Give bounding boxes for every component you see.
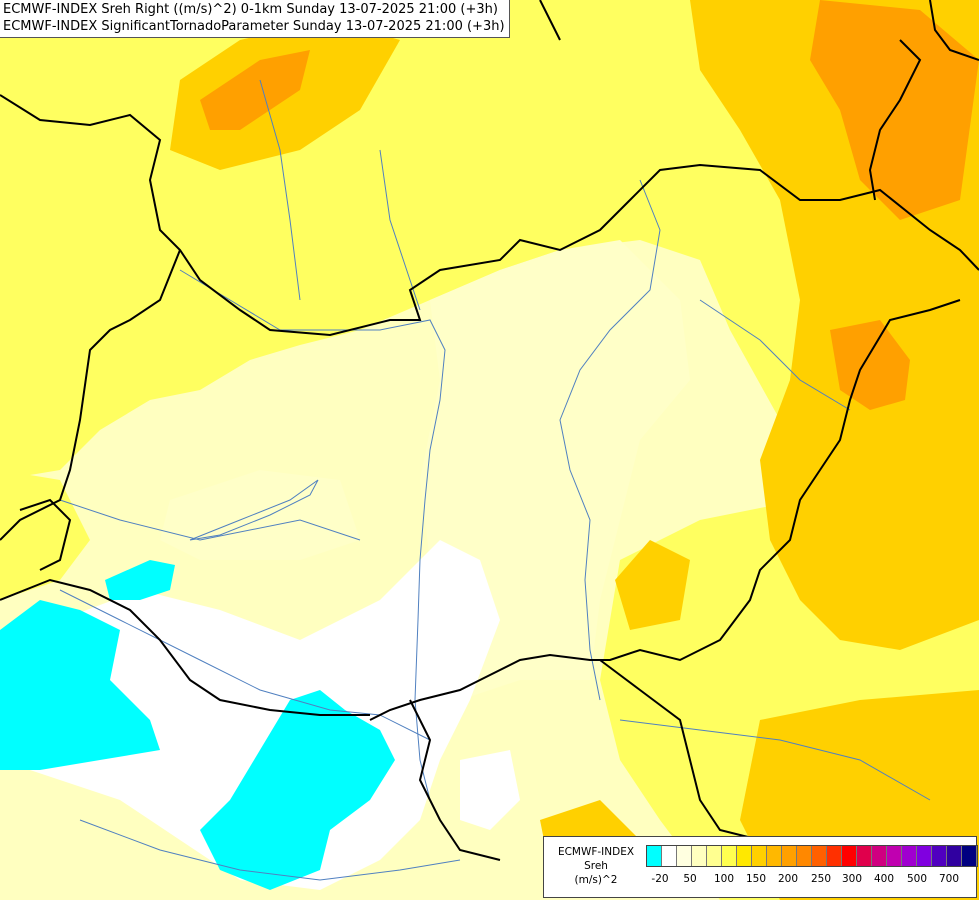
legend-tick-label: 100: [713, 873, 735, 885]
border-top: [539, 0, 979, 61]
river-lake-balaton: [189, 479, 319, 541]
map-title-box: ECMWF-INDEX Sreh Right ((m/s)^2) 0-1km S…: [0, 0, 510, 38]
border-north-east: [868, 39, 922, 201]
legend-tick-label: -20: [651, 873, 669, 885]
legend-swatch: [707, 846, 722, 866]
shading-orange-east: [830, 320, 910, 410]
legend-tick-label: 250: [810, 873, 832, 885]
legend-tick-label: 400: [873, 873, 895, 885]
legend-tick-label: 150: [745, 873, 767, 885]
legend-swatch: [692, 846, 707, 866]
legend-swatch: [932, 846, 947, 866]
legend-swatch: [647, 846, 662, 866]
shading-cyan-west: [0, 600, 160, 770]
legend-swatch: [812, 846, 827, 866]
legend-swatch: [902, 846, 917, 866]
legend-label: ECMWF-INDEX Sreh (m/s)^2: [548, 845, 644, 887]
river-tisza: [559, 179, 661, 701]
river-sava: [79, 819, 461, 881]
legend-swatch: [662, 846, 677, 866]
legend-swatch: [767, 846, 782, 866]
legend-swatch: [677, 846, 692, 866]
legend-swatch: [737, 846, 752, 866]
river-west-1: [59, 499, 361, 541]
legend-swatch: [857, 846, 872, 866]
legend-tick-label: 700: [938, 873, 960, 885]
shading-cyan-strip: [105, 560, 175, 600]
border-south-2: [409, 699, 501, 861]
legend-swatch: [797, 846, 812, 866]
legend-swatch: [842, 846, 857, 866]
legend-variable: Sreh: [584, 860, 608, 872]
legend-source: ECMWF-INDEX: [557, 846, 635, 858]
legend-swatch: [962, 846, 977, 866]
legend-swatches: [646, 845, 978, 867]
shading-cyan-south: [200, 690, 395, 890]
river-north-2: [379, 149, 421, 311]
legend-ticks: -20 50 100 150 200 250 300 400 500 700: [646, 873, 976, 889]
border-slovenia: [19, 498, 72, 571]
legend-swatch: [722, 846, 737, 866]
border-west: [0, 249, 181, 541]
border-south: [599, 659, 761, 841]
legend-swatch: [872, 846, 887, 866]
legend-swatch: [887, 846, 902, 866]
legend-swatch: [752, 846, 767, 866]
river-east-1: [699, 299, 851, 411]
legend-swatch: [917, 846, 932, 866]
legend-swatch: [827, 846, 842, 866]
river-south-1: [619, 719, 931, 801]
rivers: [59, 79, 931, 881]
border-southwest: [0, 578, 370, 716]
legend-tick-label: 300: [841, 873, 863, 885]
legend-swatch: [782, 846, 797, 866]
river-danube: [179, 269, 446, 801]
country-borders: [0, 0, 979, 861]
border-east: [369, 299, 961, 721]
shading-white-south: [460, 750, 520, 830]
legend-tick-label: 500: [906, 873, 928, 885]
river-north-1: [259, 79, 301, 301]
shading-gold-small-1: [615, 540, 690, 630]
border-north: [0, 94, 979, 337]
legend-swatch: [947, 846, 962, 866]
map-title-line-1: ECMWF-INDEX Sreh Right ((m/s)^2) 0-1km S…: [3, 2, 498, 17]
shading-white-southwest: [0, 540, 500, 890]
legend-tick-label: 200: [777, 873, 799, 885]
legend-tick-label: 50: [683, 873, 697, 885]
shading-orange-north: [200, 50, 310, 130]
map-title-line-2: ECMWF-INDEX SignificantTornadoParameter …: [3, 19, 505, 34]
color-legend: ECMWF-INDEX Sreh (m/s)^2 -20 50 100 150 200 2…: [543, 836, 978, 898]
legend-unit: (m/s)^2: [574, 874, 618, 886]
